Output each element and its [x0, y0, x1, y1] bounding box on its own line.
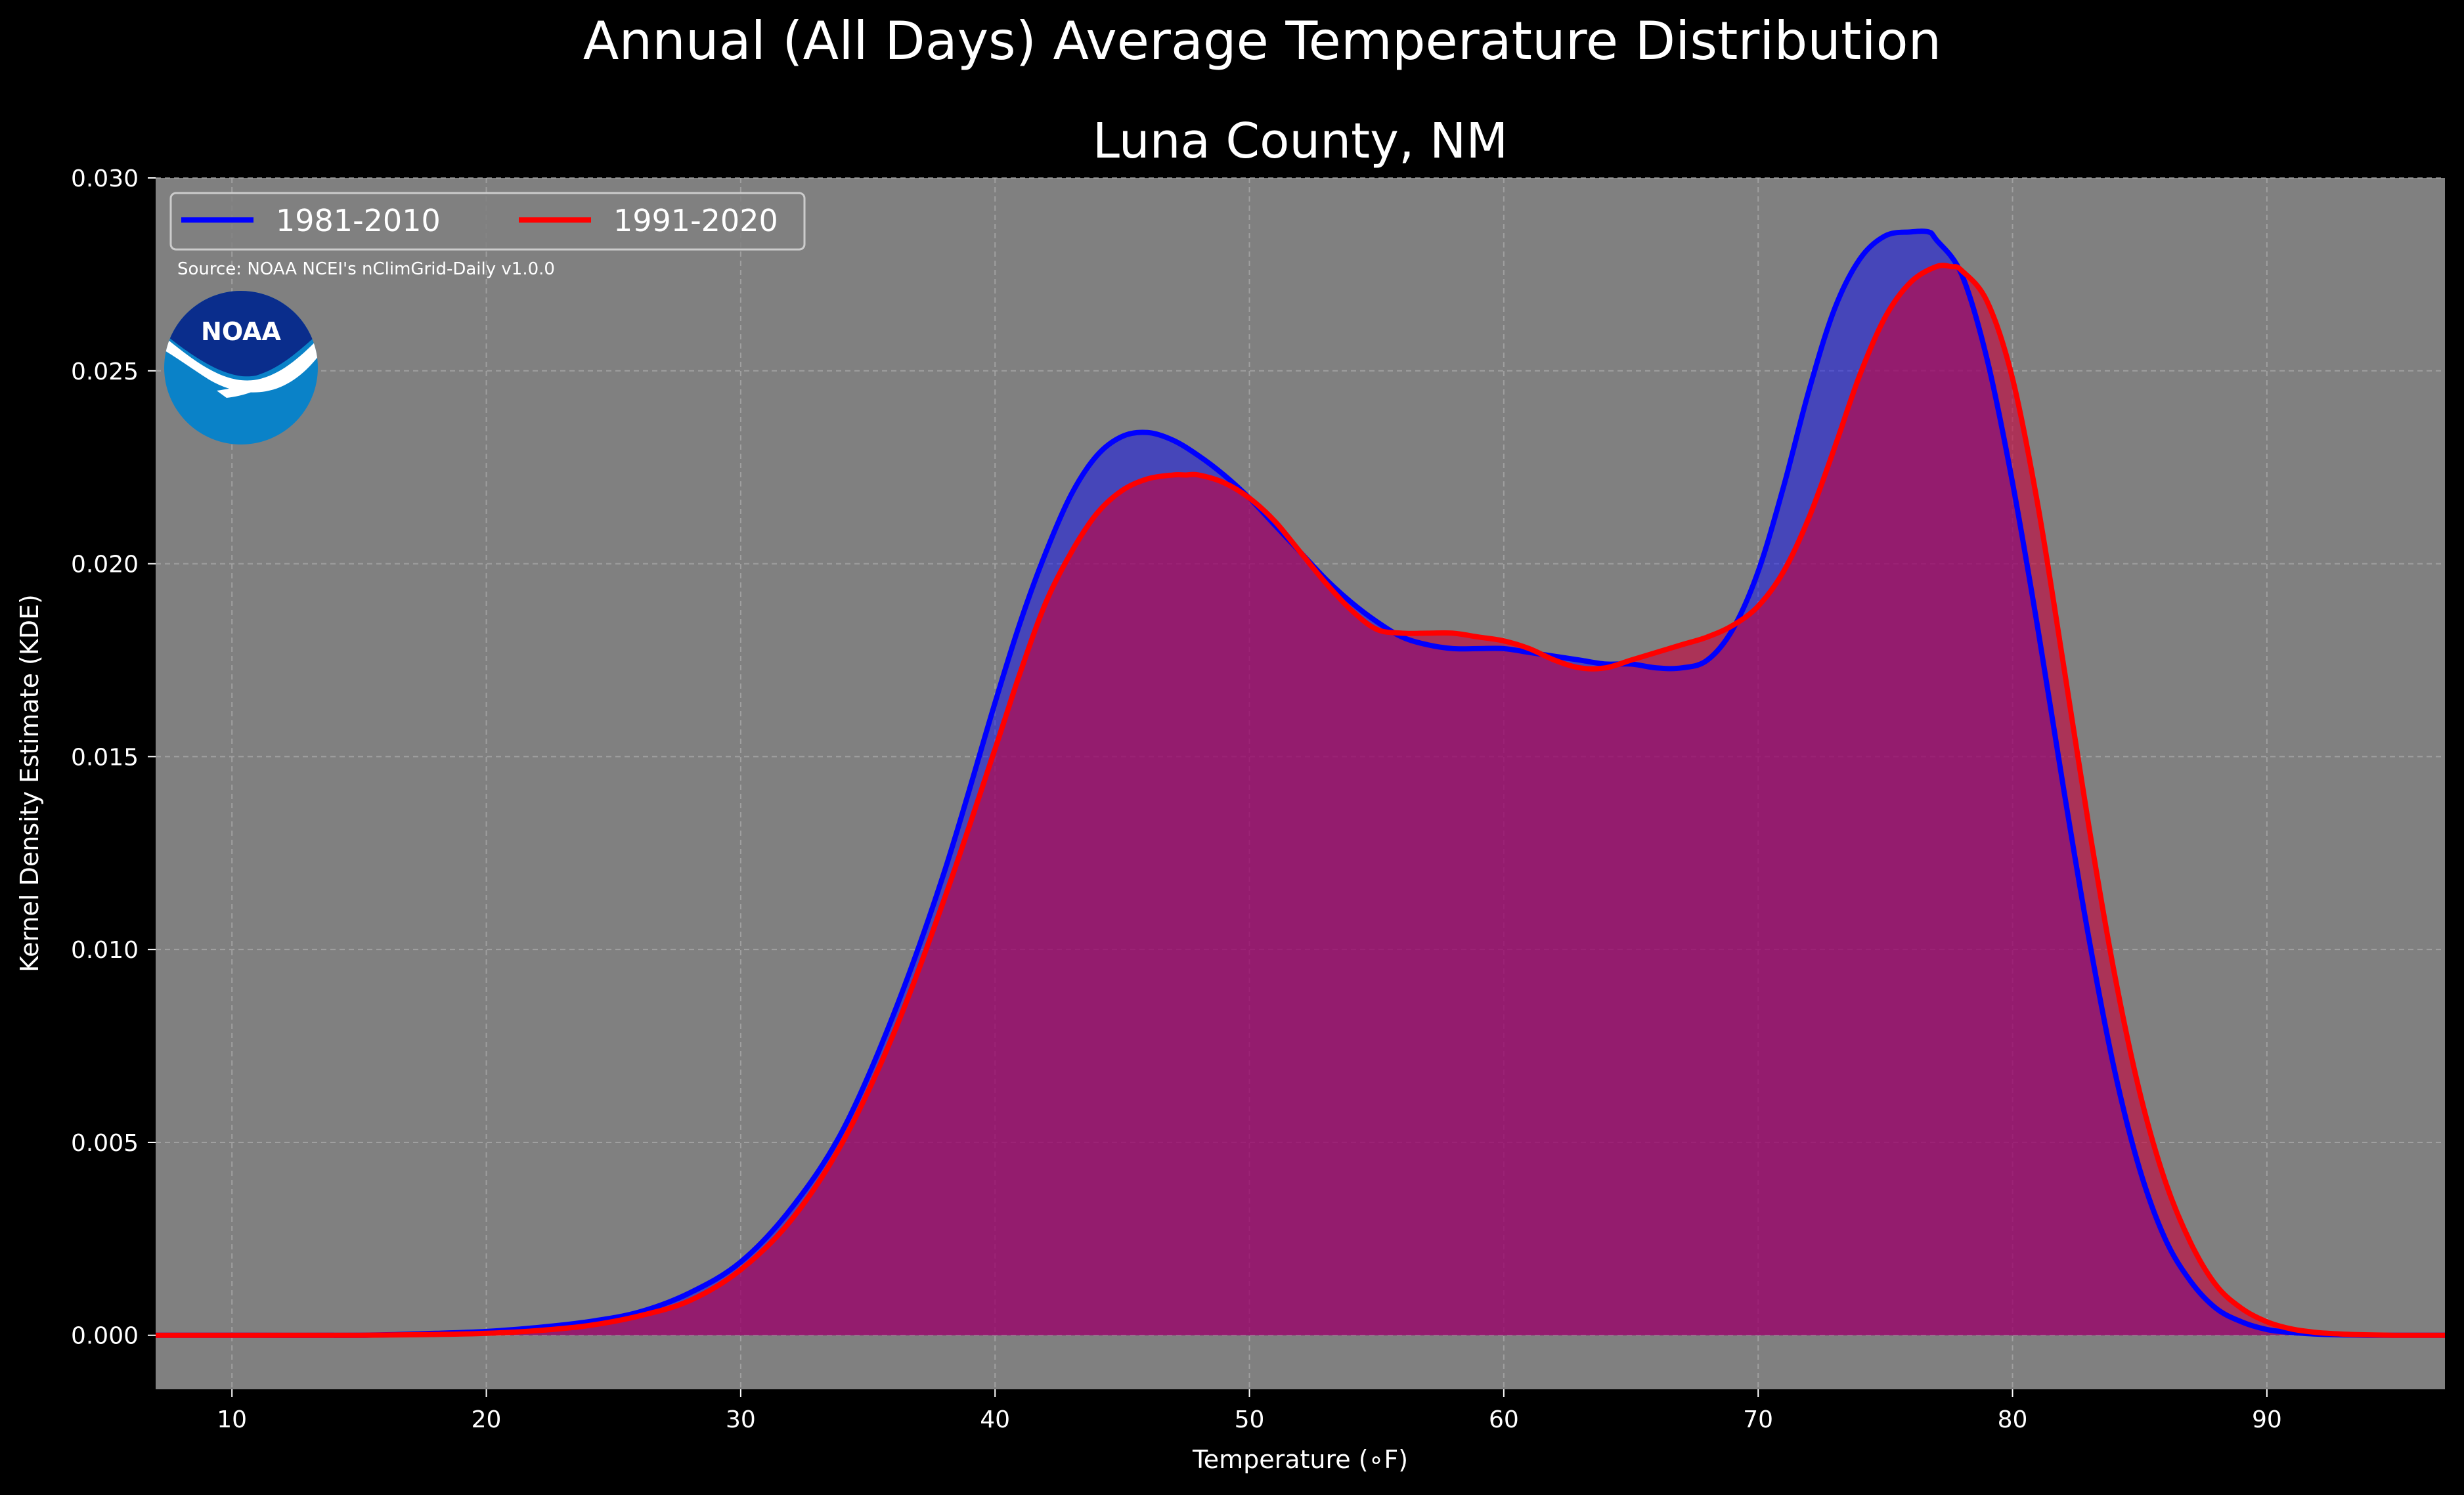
y-tick-label: 0.025 — [71, 358, 139, 385]
x-tick-label: 30 — [726, 1406, 756, 1433]
legend: 1981-2010 1991-2020 — [169, 192, 806, 251]
x-tick-label: 70 — [1743, 1406, 1773, 1433]
x-tick-label: 20 — [472, 1406, 502, 1433]
chart-title: Annual (All Days) Average Temperature Di… — [583, 11, 1941, 72]
y-tick-label: 0.000 — [71, 1323, 139, 1350]
source-note: Source: NOAA NCEI's nClimGrid-Daily v1.0… — [177, 259, 555, 279]
x-axis-label: Temperature (∘F) — [1192, 1445, 1408, 1474]
y-tick-label: 0.010 — [71, 937, 139, 964]
legend-box — [169, 192, 806, 251]
x-tick-label: 60 — [1489, 1406, 1519, 1433]
series-line-1981-2010 — [156, 228, 2445, 1338]
x-tick-label: 50 — [1235, 1406, 1265, 1433]
x-tick-label: 40 — [980, 1406, 1010, 1433]
y-tick-label: 0.020 — [71, 552, 139, 578]
series-fill-1991-2020 — [156, 265, 2445, 1335]
axes: 10 20 30 40 50 60 70 80 90 0.000 0.005 0.010 0.015 0.… — [71, 165, 2282, 1433]
x-tick-label: 10 — [217, 1406, 247, 1433]
x-tick-label: 80 — [1998, 1406, 2028, 1433]
noaa-logo-bird-wing — [217, 382, 269, 398]
legend-label-1981-2010: 1981-2010 — [276, 203, 441, 238]
y-tick-label: 0.005 — [71, 1130, 139, 1157]
chart-subtitle: Luna County, NM — [1093, 113, 1508, 169]
series-layer — [156, 228, 2445, 1338]
x-tick-label: 90 — [2252, 1406, 2282, 1433]
noaa-logo-text: NOAA — [201, 317, 281, 346]
y-axis-label: Kernel Density Estimate (KDE) — [15, 594, 44, 972]
y-tick-label: 0.015 — [71, 744, 139, 771]
y-tick-label: 0.030 — [71, 165, 139, 192]
noaa-logo-bird — [164, 332, 318, 393]
noaa-logo-icon: NOAA — [164, 291, 318, 444]
series-line-1991-2020 — [156, 263, 2445, 1338]
legend-label-1991-2020: 1991-2020 — [613, 203, 778, 238]
